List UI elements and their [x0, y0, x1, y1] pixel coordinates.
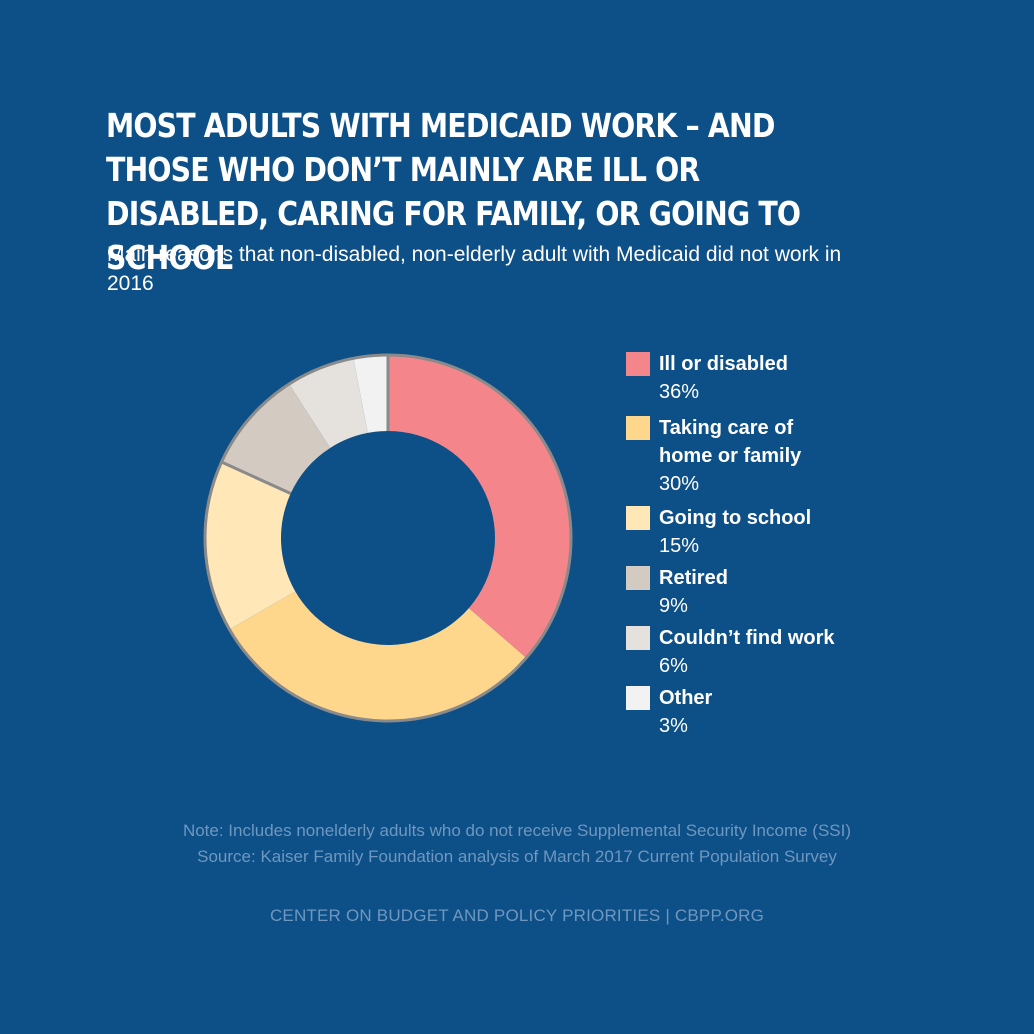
legend-swatch — [626, 686, 650, 710]
note-text: Note: Includes nonelderly adults who do … — [182, 821, 852, 840]
legend-item-couldnt-find-work: Couldn’t find work 6% — [626, 624, 956, 680]
chart-notes: Note: Includes nonelderly adults who do … — [0, 818, 1034, 870]
donut-slice-1 — [229, 591, 527, 721]
legend-item-ill-or-disabled: Ill or disabled 36% — [626, 350, 956, 406]
donut-slice-5 — [353, 355, 388, 433]
legend-value: 36% — [659, 381, 700, 403]
donut-slice-0 — [388, 355, 571, 658]
legend-value: 6% — [659, 655, 688, 677]
chart-title: Most adults with Medicaid work – and tho… — [106, 106, 801, 277]
donut-chart — [203, 353, 573, 723]
legend-label: Retired — [659, 567, 728, 589]
legend-label: Going to school — [659, 507, 812, 529]
legend-label: Couldn’t find work — [659, 627, 835, 649]
donut-divider — [220, 460, 292, 495]
donut-slice-2 — [205, 461, 296, 630]
legend-swatch — [626, 566, 650, 590]
legend-label: Taking care of home or family — [659, 417, 802, 467]
donut-slice-3 — [221, 384, 331, 494]
legend-value: 3% — [659, 715, 688, 737]
legend-item-other: Other 3% — [626, 684, 956, 740]
chart-subtitle: Main reasons that non-disabled, non-elde… — [107, 243, 842, 295]
chart-legend: Ill or disabled 36% Taking care of home … — [626, 350, 956, 740]
legend-item-going-to-school: Going to school 15% — [626, 504, 956, 560]
source-text: Source: Kaiser Family Foundation analysi… — [197, 847, 837, 866]
legend-value: 9% — [659, 595, 688, 617]
legend-item-taking-care: Taking care of home or family 30% — [626, 414, 956, 498]
donut-slice-4 — [289, 358, 368, 448]
legend-value: 30% — [659, 473, 700, 495]
legend-item-retired: Retired 9% — [626, 564, 956, 620]
legend-swatch — [626, 626, 650, 650]
legend-swatch — [626, 416, 650, 440]
footer-credit: CENTER ON BUDGET AND POLICY PRIORITIES |… — [269, 906, 765, 925]
legend-swatch — [626, 352, 650, 376]
legend-value: 15% — [659, 535, 700, 557]
legend-swatch — [626, 506, 650, 530]
legend-label: Ill or disabled — [659, 353, 788, 375]
legend-label: Other — [659, 687, 713, 709]
